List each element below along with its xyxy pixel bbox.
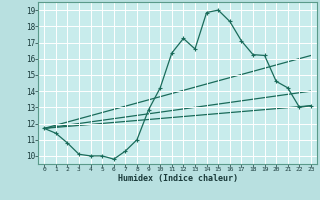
X-axis label: Humidex (Indice chaleur): Humidex (Indice chaleur) — [118, 174, 238, 183]
